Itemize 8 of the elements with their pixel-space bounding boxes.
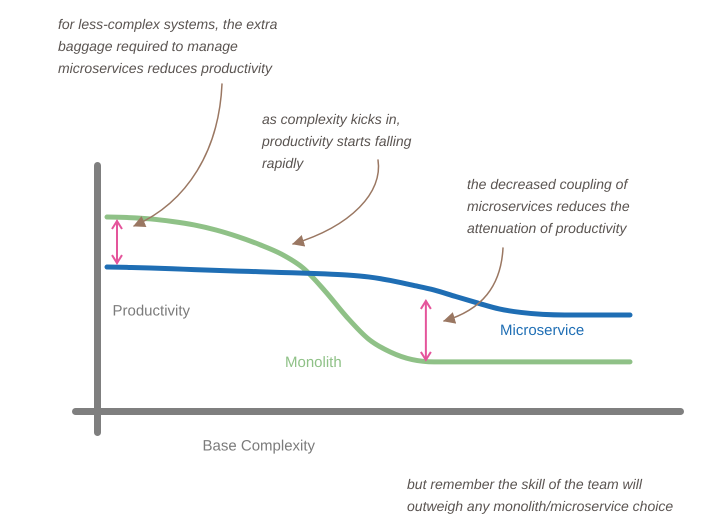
y-axis-title: Productivity (112, 302, 191, 320)
text: as complexity kicks in, productivity starts falling rapidly (261, 111, 412, 171)
text: but remember the skill of the team will outweigh any monolith/microservice choice (407, 476, 674, 514)
x-axis-title: Base Complexity (202, 438, 316, 454)
series-label: Monolith (285, 354, 342, 371)
annotation: the decreased coupling of microservices reduces the attenuation of productivity (467, 176, 630, 236)
series-label: Microservice (500, 322, 584, 339)
text: for less-complex systems, the extra baggage required to manage microservices reduces productivity (58, 16, 278, 76)
